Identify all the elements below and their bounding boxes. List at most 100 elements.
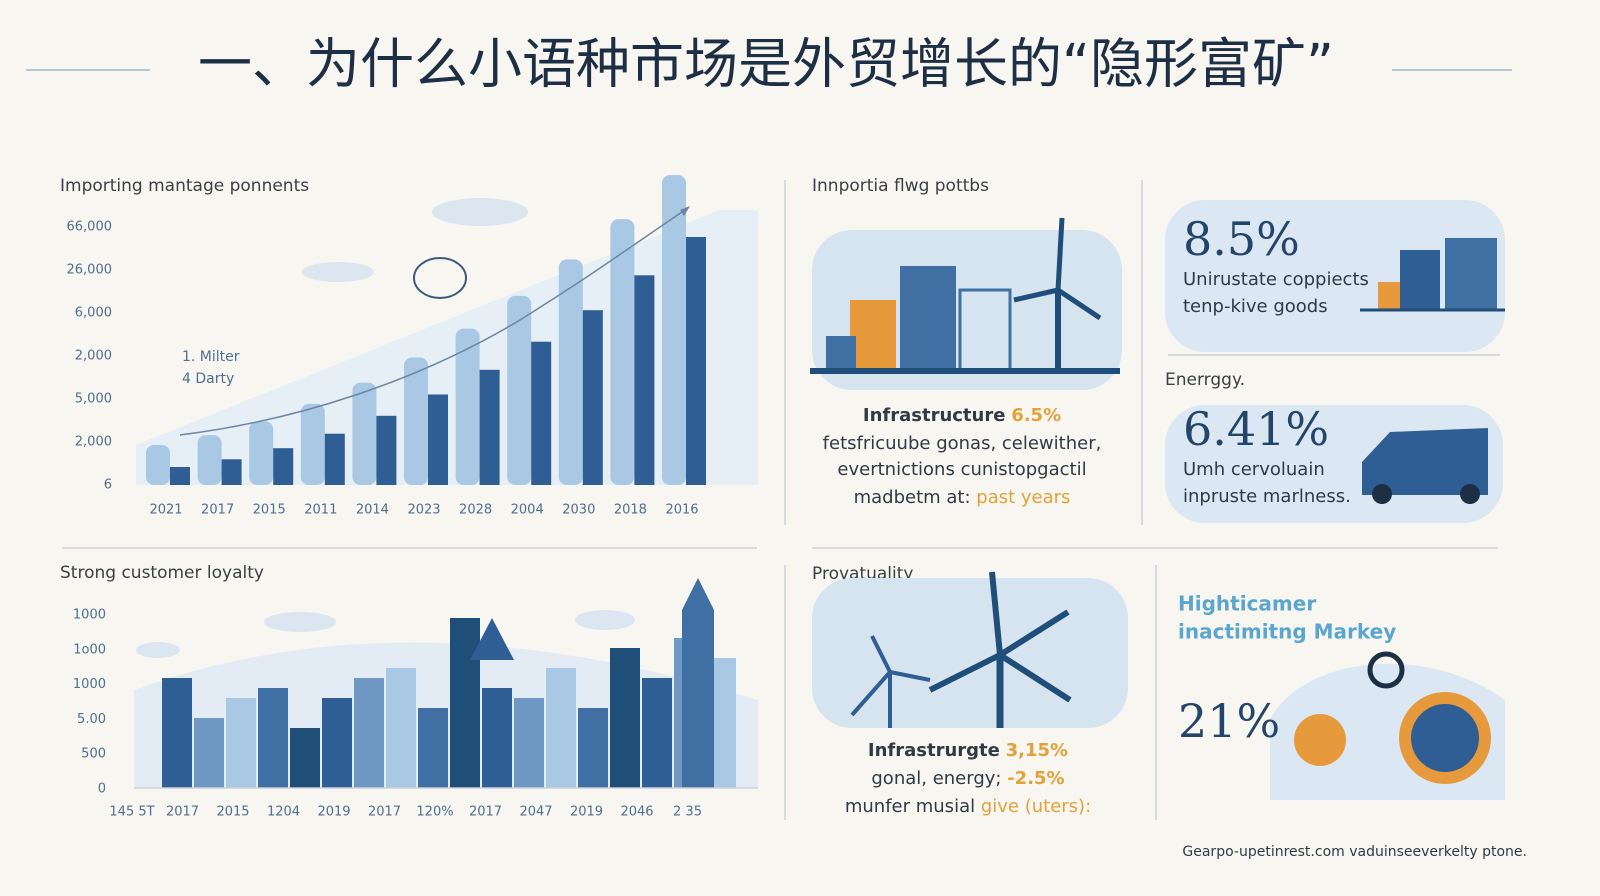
card-text: Umh cervoluain — [1183, 459, 1325, 480]
x-axis-label: 2047 — [519, 805, 552, 820]
turbine-blades — [850, 635, 931, 717]
y-axis-label: 6 — [104, 478, 112, 493]
text-highlight: past years — [976, 487, 1070, 508]
bar-illustration — [146, 175, 706, 485]
x-axis-label: 2021 — [149, 503, 182, 518]
building-shape — [418, 708, 448, 788]
x-axis-label: 2030 — [562, 503, 595, 518]
bar-shape — [455, 328, 480, 485]
panel-heading: Enerrggy. — [1165, 370, 1245, 390]
gear-icon — [1367, 651, 1405, 689]
panel-heading: Strong customer loyalty — [60, 563, 264, 583]
x-axis-label: 2017 — [469, 805, 502, 820]
bar-shape — [582, 310, 603, 485]
stat-line: Infrastrurgte 3,15% — [868, 740, 1068, 761]
bar-shape — [273, 448, 294, 485]
cloud — [575, 610, 635, 630]
globe-icon — [1411, 704, 1479, 772]
page-title: 一、为什么小语种市场是外贸增长的“隐形富矿” — [198, 33, 1334, 96]
building-shape — [482, 688, 512, 788]
bar-shape — [662, 175, 686, 485]
text-part: madbetm at: — [854, 487, 977, 508]
annotation: 4 Darty — [182, 371, 234, 387]
cloud — [264, 612, 336, 632]
x-axis-label: 120% — [416, 805, 453, 820]
card-text: Unirustate coppiects — [1183, 269, 1369, 290]
cloud — [136, 642, 180, 658]
text-highlight: -2.5% — [1007, 768, 1064, 789]
y-axis-label: 1000 — [73, 677, 106, 692]
annotation: 1. Milter — [182, 349, 240, 365]
x-axis-label: 2015 — [253, 503, 286, 518]
bar-shape — [686, 237, 706, 485]
bar-shape — [249, 421, 274, 485]
y-axis-label: 2,000 — [75, 435, 112, 450]
building-shape — [514, 698, 544, 788]
mascot — [1294, 714, 1346, 766]
building-shape — [194, 718, 224, 788]
ground — [810, 368, 1120, 374]
bar-shape — [531, 341, 552, 485]
x-axis-label: 2019 — [317, 805, 350, 820]
y-axis-label: 5.00 — [77, 712, 106, 727]
building-shape — [610, 648, 640, 788]
footer-credit: Gearpo-upetinrest.com vaduinseeverkelty … — [1182, 844, 1527, 860]
building-shape — [162, 678, 192, 788]
bar-shape — [428, 394, 448, 485]
y-axis-label: 1000 — [73, 608, 106, 623]
body-text: fetsfricuube gonas, celewither, — [823, 433, 1102, 454]
building-shape — [578, 708, 608, 788]
card — [1165, 200, 1505, 352]
y-axis-label: 2,000 — [75, 349, 112, 364]
y-axis-label: 1o00 — [73, 642, 106, 657]
x-axis-label: 2004 — [511, 503, 544, 518]
bar-shape — [558, 259, 583, 485]
y-axis-label: 5,000 — [75, 392, 112, 407]
stat-value: 6.5% — [1011, 405, 1061, 426]
x-axis-label: 2 35 — [673, 805, 702, 820]
city-icon — [1360, 238, 1505, 312]
body-text: munfer musial give (uters): — [845, 796, 1091, 817]
building-shape — [226, 698, 256, 788]
building — [850, 300, 896, 370]
bar-shape — [479, 369, 500, 485]
x-axis-label: 2017 — [368, 805, 401, 820]
x-axis-label: 2019 — [570, 805, 603, 820]
x-axis-label: 2028 — [459, 503, 492, 518]
growth-panel: Importing mantage ponnents 1. Milter 4 D… — [60, 175, 758, 518]
y-axis-label: 26,000 — [67, 263, 113, 278]
panel-heading: inactimitng Markey — [1178, 620, 1396, 644]
bar-shape — [404, 357, 428, 485]
bar-shape — [324, 433, 345, 485]
x-axis-label: 2046 — [620, 805, 653, 820]
truck-icon — [1362, 428, 1488, 504]
bar-shape — [197, 435, 222, 485]
stat-value: 21% — [1178, 694, 1280, 748]
market-panel: Highticamer inactimitng Markey 21% — [1178, 592, 1505, 800]
body-text: madbetm at: past years — [854, 487, 1071, 508]
x-axis-label: 2014 — [356, 503, 389, 518]
text-part: gonal, energy; — [871, 768, 1007, 789]
building-shape — [354, 678, 384, 788]
card-text: inpruste marlness. — [1183, 486, 1351, 507]
arrow-head — [680, 206, 690, 216]
y-axis-label: 6,000 — [75, 306, 112, 321]
stats-panel: 8.5% Unirustate coppiects tenp-kive good… — [1165, 200, 1505, 523]
body-text: evertnictions cunistopgactil — [837, 459, 1086, 480]
building-shape — [322, 698, 352, 788]
body-text: gonal, energy; -2.5% — [871, 768, 1064, 789]
panel-heading: Importing mantage ponnents — [60, 176, 309, 196]
bar-shape — [170, 467, 190, 485]
stat-label: Infrastructure — [863, 405, 1006, 426]
y-axis-label: 0 — [98, 782, 106, 797]
bar-shape — [146, 445, 170, 485]
bar-shape — [507, 295, 532, 485]
building-shape — [290, 728, 320, 788]
x-axis-label: 2015 — [216, 805, 249, 820]
cloud — [302, 262, 374, 282]
stat-value: 6.41% — [1183, 402, 1329, 456]
energy-panel: Provatuality Infrastrurgte 3,15% gonal, … — [812, 564, 1128, 817]
y-axis-label: 500 — [81, 747, 106, 762]
stat-value: 8.5% — [1183, 212, 1300, 266]
